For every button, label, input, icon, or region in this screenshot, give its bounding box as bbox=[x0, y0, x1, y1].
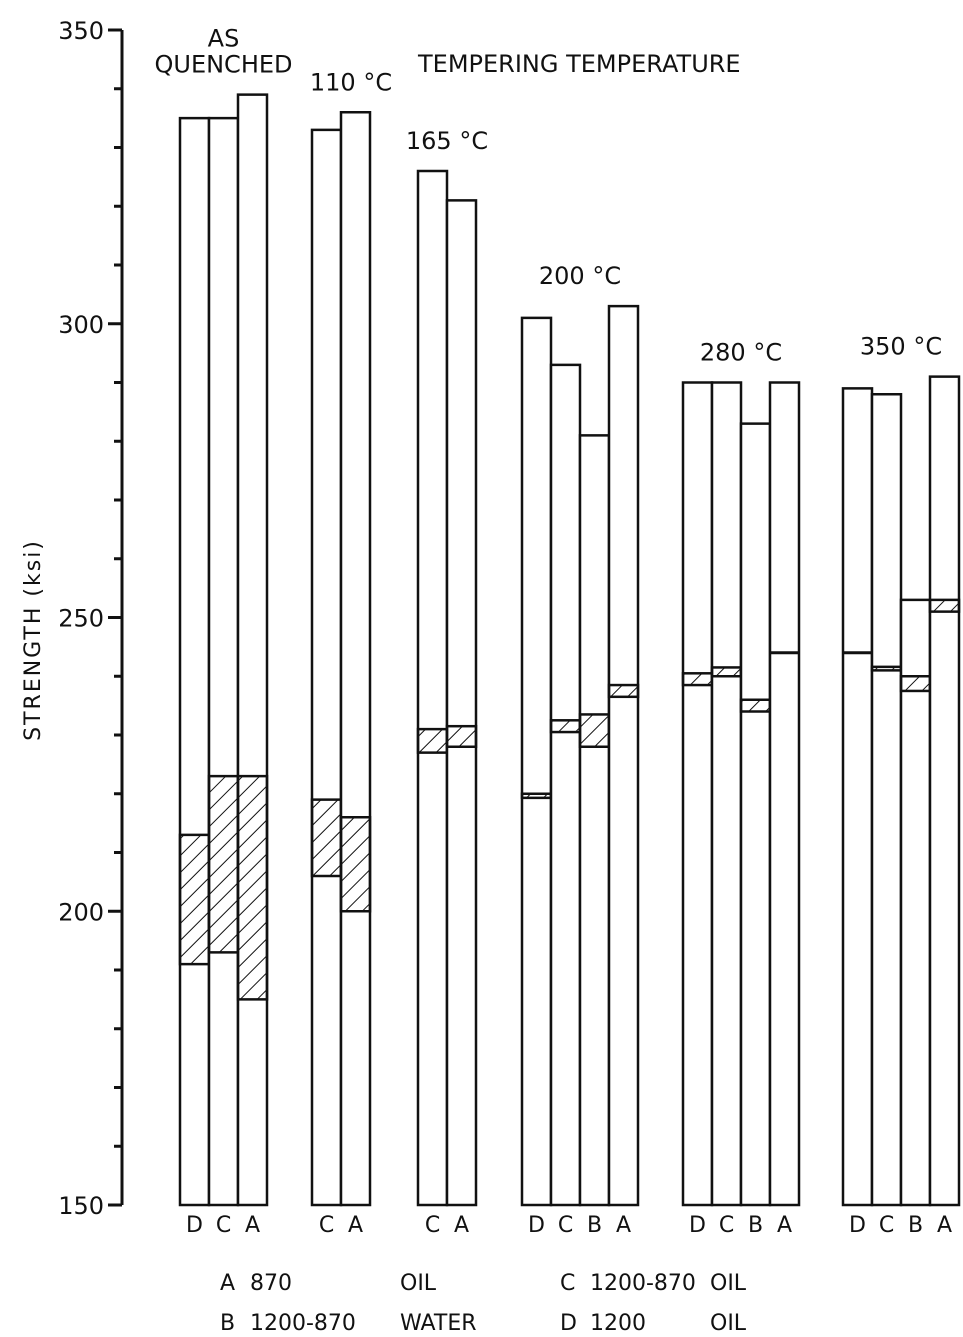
legend-key: B bbox=[220, 1311, 235, 1336]
yield-band bbox=[870, 665, 903, 672]
group-label: QUENCHED bbox=[154, 51, 292, 79]
strength-bar bbox=[520, 316, 553, 1207]
bar-group bbox=[416, 169, 478, 1207]
legend-quench: OIL bbox=[710, 1271, 747, 1296]
legend-description: 1200-870 bbox=[590, 1271, 696, 1296]
y-axis: 150 200 250 300 350 bbox=[58, 17, 124, 1220]
category-label: B bbox=[587, 1213, 602, 1238]
yield-band bbox=[178, 833, 211, 966]
yield-band bbox=[310, 798, 343, 878]
strength-bar bbox=[445, 199, 478, 1207]
y-tick-label: 200 bbox=[58, 898, 104, 926]
legend: A 870 OIL B 1200-870 WATER C 1200-870 OIL D 1200 OI… bbox=[220, 1271, 747, 1336]
strength-bar bbox=[416, 169, 449, 1207]
yield-band bbox=[578, 713, 611, 748]
strength-bar bbox=[549, 363, 582, 1207]
legend-description: 870 bbox=[250, 1271, 292, 1296]
yield-band bbox=[416, 727, 449, 754]
category-label: B bbox=[748, 1213, 763, 1238]
y-tick-label: 300 bbox=[58, 311, 104, 339]
category-label: A bbox=[348, 1213, 363, 1238]
bars-layer bbox=[178, 93, 961, 1207]
y-tick-label: 150 bbox=[58, 1192, 104, 1220]
strength-bar bbox=[928, 375, 961, 1207]
category-label: C bbox=[719, 1213, 734, 1238]
strength-bar bbox=[178, 116, 211, 1207]
yield-band bbox=[710, 666, 743, 678]
legend-key: C bbox=[560, 1271, 575, 1296]
category-label: C bbox=[879, 1213, 894, 1238]
category-label: B bbox=[908, 1213, 923, 1238]
category-label: A bbox=[245, 1213, 260, 1238]
yield-band bbox=[681, 672, 714, 687]
yield-band bbox=[236, 774, 269, 1001]
legend-description: 1200 bbox=[590, 1311, 646, 1336]
category-label: D bbox=[849, 1213, 866, 1238]
yield-band bbox=[445, 724, 478, 748]
category-label: D bbox=[528, 1213, 545, 1238]
yield-band bbox=[520, 792, 553, 800]
strength-bar bbox=[339, 111, 372, 1207]
y-tick-label: 250 bbox=[58, 605, 104, 633]
legend-key: A bbox=[220, 1271, 235, 1296]
legend-quench: OIL bbox=[400, 1271, 437, 1296]
strength-bar bbox=[207, 116, 240, 1207]
group-label: 110 °C bbox=[310, 68, 392, 96]
strength-bar bbox=[607, 304, 640, 1207]
category-label: A bbox=[454, 1213, 469, 1238]
strength-bar bbox=[578, 434, 611, 1207]
category-label: A bbox=[616, 1213, 631, 1238]
yield-band bbox=[739, 698, 772, 713]
bar-group bbox=[520, 304, 640, 1207]
bar-group bbox=[310, 111, 372, 1207]
y-tick-label: 350 bbox=[58, 17, 104, 45]
bar-group bbox=[681, 381, 801, 1207]
group-label: AS bbox=[208, 25, 240, 53]
yield-band bbox=[607, 683, 640, 699]
bar-group bbox=[841, 375, 961, 1207]
strength-bar bbox=[236, 93, 269, 1207]
yield-band bbox=[928, 598, 961, 613]
group-label: 165 °C bbox=[406, 127, 488, 155]
legend-quench: OIL bbox=[710, 1311, 747, 1336]
yield-band bbox=[339, 816, 372, 913]
strength-bar bbox=[310, 128, 343, 1207]
category-label: A bbox=[937, 1213, 952, 1238]
legend-quench: WATER bbox=[400, 1311, 477, 1336]
y-axis-title: STRENGTH (ksi) bbox=[21, 539, 46, 741]
bar-group bbox=[178, 93, 269, 1207]
legend-description: 1200-870 bbox=[250, 1311, 356, 1336]
strength-bar bbox=[681, 381, 714, 1207]
group-label: 350 °C bbox=[860, 333, 942, 361]
strength-bar bbox=[841, 387, 874, 1207]
group-label: 200 °C bbox=[539, 262, 621, 290]
strength-bar bbox=[739, 422, 772, 1207]
strength-bar bbox=[870, 393, 903, 1207]
yield-band bbox=[899, 675, 932, 693]
chart-title: TEMPERING TEMPERATURE bbox=[417, 50, 741, 78]
strength-bar bbox=[768, 381, 801, 1207]
category-label: C bbox=[216, 1213, 231, 1238]
category-label: D bbox=[186, 1213, 203, 1238]
category-label: C bbox=[425, 1213, 440, 1238]
category-label: C bbox=[558, 1213, 573, 1238]
strength-bar bbox=[710, 381, 743, 1207]
group-label: 280 °C bbox=[700, 339, 782, 367]
strength-bar bbox=[899, 598, 932, 1207]
legend-key: D bbox=[560, 1311, 577, 1336]
category-label: C bbox=[319, 1213, 334, 1238]
yield-band bbox=[207, 774, 240, 954]
category-label: A bbox=[777, 1213, 792, 1238]
yield-band bbox=[549, 719, 582, 734]
category-label: D bbox=[689, 1213, 706, 1238]
